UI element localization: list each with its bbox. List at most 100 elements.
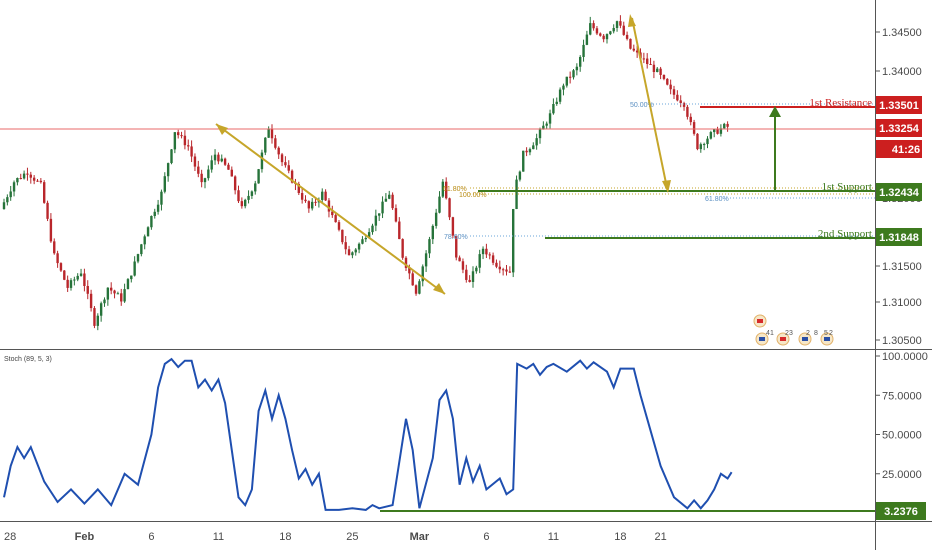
candle-body <box>146 227 150 237</box>
current-price-text: 1.33254 <box>879 123 920 135</box>
candle-body <box>160 191 163 205</box>
candle-body <box>140 244 143 255</box>
candle-body <box>46 202 49 219</box>
candle-body <box>16 177 19 183</box>
candle-body <box>304 199 307 202</box>
candle-body <box>411 273 414 286</box>
candle-body <box>297 183 300 194</box>
date-tick-label: 21 <box>654 531 666 543</box>
candle-body <box>331 211 334 216</box>
candle-body <box>347 249 351 256</box>
indicator-axis[interactable]: 100.0000 75.0000 50.0000 25.0000 <box>875 351 928 481</box>
candle-body <box>123 289 126 302</box>
candle-body <box>280 154 284 163</box>
candle-body <box>609 31 612 35</box>
candle-body <box>515 179 518 210</box>
candle-body <box>39 180 43 183</box>
event-count-badge: 4 <box>766 330 770 337</box>
date-tick-label: 18 <box>279 531 291 543</box>
arrow-head-icon <box>628 14 636 27</box>
current-price-badge <box>876 119 922 137</box>
candle-body <box>190 146 193 157</box>
event-count-badge: 5 <box>824 330 828 337</box>
support-2-price-text: 1.31848 <box>879 232 919 244</box>
date-tick-label: 18 <box>614 531 626 543</box>
candle-body <box>418 281 421 294</box>
candle-body <box>696 133 699 150</box>
fib-label-b: 100.00% <box>459 192 487 199</box>
date-tick-label: 6 <box>483 531 489 543</box>
fib-label-a: 61.80% <box>443 186 467 193</box>
candle-body <box>49 218 53 242</box>
candle-body <box>562 85 565 90</box>
candle-body <box>99 303 103 316</box>
candle-body <box>321 191 324 200</box>
candle-body <box>535 138 538 146</box>
candle-body <box>66 279 69 288</box>
candle-body <box>230 169 233 177</box>
candle-body <box>689 116 692 123</box>
candle-body <box>656 68 659 72</box>
candle-body <box>63 270 66 280</box>
candle-body <box>716 129 719 134</box>
date-axis[interactable]: 28 Feb 6 11 18 25 Mar 6 11 18 21 <box>4 531 667 543</box>
candle-body <box>424 253 428 267</box>
candle-body <box>434 212 438 226</box>
countdown-text: 41:26 <box>892 144 920 156</box>
candle-body <box>150 215 153 228</box>
candle-body <box>431 225 434 240</box>
candle-body <box>602 35 605 40</box>
candle-body <box>341 229 344 243</box>
resistance-1-price-badge <box>876 96 922 114</box>
date-tick-label: 28 <box>4 531 16 543</box>
price-tick-label: 1.34500 <box>882 27 922 39</box>
candle-body <box>381 201 384 214</box>
candle-body <box>180 135 183 137</box>
candle-body <box>528 149 532 153</box>
candle-body <box>357 243 361 250</box>
candle-body <box>143 236 146 245</box>
candle-body <box>287 165 290 171</box>
price-tick-label: 1.31500 <box>882 261 922 273</box>
downtrend-arrow[interactable] <box>215 123 446 295</box>
candle-body <box>113 290 116 294</box>
candle-body <box>43 182 46 203</box>
flag-icon <box>780 337 786 341</box>
candle-body <box>200 173 203 183</box>
candle-body <box>542 125 545 130</box>
candle-body <box>669 84 672 90</box>
resistance-1-price-text: 1.33501 <box>879 100 919 112</box>
candle-body <box>237 190 240 202</box>
fib-levels: 61.80% 100.00% 78.60% 50.00% 61.80% <box>443 102 875 241</box>
candle-body <box>679 100 682 104</box>
candle-body <box>646 58 649 65</box>
drop-projection-arrow[interactable] <box>631 17 668 189</box>
candle-body <box>445 181 448 199</box>
candle-body <box>257 169 260 184</box>
candle-body <box>471 271 475 282</box>
candle-body <box>676 94 679 101</box>
candle-body <box>548 113 552 124</box>
candle-body <box>629 38 632 49</box>
candle-body <box>73 279 76 281</box>
candle-body <box>334 215 337 223</box>
resistance-1-label: 1st Resistance <box>809 97 872 109</box>
indicator-tick-label: 50.0000 <box>882 430 922 442</box>
arrow-head-icon <box>433 283 445 294</box>
candle-body <box>26 173 29 175</box>
candle-body <box>247 195 250 200</box>
candle-body <box>163 176 166 192</box>
candle-body <box>538 129 542 139</box>
candle-body <box>702 144 706 146</box>
arrow-head-icon <box>216 124 228 135</box>
candle-body <box>491 255 495 263</box>
candle-body <box>244 199 247 207</box>
candle-body <box>391 194 394 209</box>
candle-body <box>455 235 458 258</box>
candle-body <box>9 191 12 198</box>
support-1-label: 1st Support <box>822 181 872 193</box>
candle-body <box>29 174 32 178</box>
candle-body <box>166 163 170 177</box>
stoch-value-text: 3.2376 <box>884 506 918 518</box>
candle-body <box>210 160 213 170</box>
